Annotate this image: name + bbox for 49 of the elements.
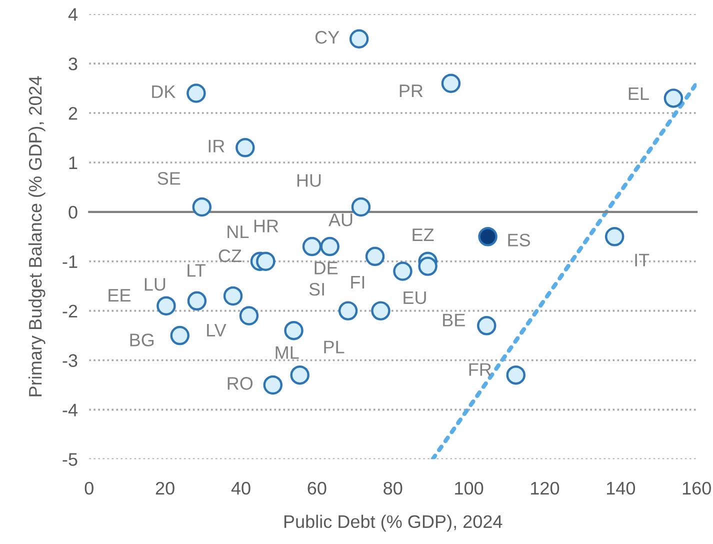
y-tick-label: -4 xyxy=(62,404,78,416)
x-tick-label: 60 xyxy=(308,482,326,495)
y-tick-label: -3 xyxy=(62,354,78,367)
annotation: SI xyxy=(309,282,324,296)
annotation: IT xyxy=(635,254,650,266)
x-tick-label: 100 xyxy=(455,482,484,495)
annotation: DK xyxy=(152,86,176,98)
annotation: FR xyxy=(469,363,492,376)
annotation: DE xyxy=(314,262,338,274)
annotation: NL xyxy=(228,226,249,238)
x-tick-label: 0 xyxy=(84,482,94,495)
annotation: SE xyxy=(158,172,180,185)
y-axis-title: Primary Budget Balance (% GDP), 2024 xyxy=(28,76,46,396)
x-tick-label: 40 xyxy=(231,482,250,495)
annotation: FI xyxy=(351,276,364,288)
annotation: BE xyxy=(443,314,465,326)
annotation: ML xyxy=(276,346,299,359)
y-tick-label: -1 xyxy=(62,255,78,268)
annotation: EE xyxy=(108,289,130,302)
annotation: LT xyxy=(188,264,206,277)
x-tick-label: 80 xyxy=(384,482,402,495)
y-tick-label: -5 xyxy=(62,453,78,466)
y-tick-label: 4 xyxy=(68,8,78,21)
annotation: PR xyxy=(400,84,423,98)
annotation: EZ xyxy=(412,228,434,242)
x-tick-label: 20 xyxy=(156,482,174,495)
y-tick-label: 0 xyxy=(68,206,78,219)
y-tick-label: 3 xyxy=(68,58,78,70)
y-tick-label: -2 xyxy=(62,304,78,318)
annotation: AU xyxy=(328,214,352,226)
annotation: CZ xyxy=(218,249,242,262)
annotation: EL xyxy=(628,87,649,100)
annotation: HU xyxy=(297,174,321,187)
x-tick-label: 160 xyxy=(682,482,711,495)
annotation: HR xyxy=(254,220,278,232)
x-tick-label: 140 xyxy=(606,482,636,495)
x-tick-label: 120 xyxy=(531,482,560,495)
y-tick-label: 1 xyxy=(69,156,78,170)
annotation: BG xyxy=(130,334,154,346)
annotation: CY xyxy=(315,30,340,44)
x-axis-title: Public Debt (% GDP), 2024 xyxy=(284,514,502,532)
annotation: LV xyxy=(207,324,226,336)
y-tick-label: 2 xyxy=(68,106,78,120)
annotation: IR xyxy=(208,140,224,152)
annotation: RO xyxy=(228,377,253,390)
annotation: LU xyxy=(144,278,166,291)
annotation: ES xyxy=(508,234,530,246)
annotation: PL xyxy=(324,340,344,354)
annotation: EU xyxy=(404,292,426,304)
